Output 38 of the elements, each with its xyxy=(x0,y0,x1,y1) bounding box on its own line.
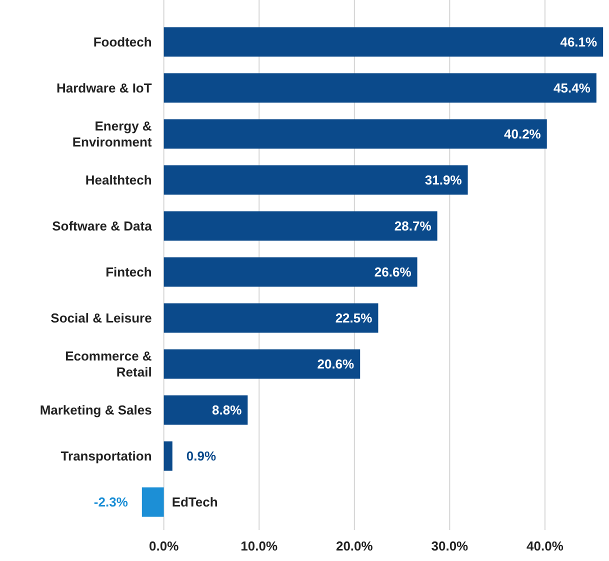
bar xyxy=(164,349,360,379)
bar xyxy=(164,257,418,287)
data-label: 26.6% xyxy=(374,264,412,280)
data-label: 0.9% xyxy=(186,448,216,464)
bar xyxy=(164,165,468,195)
y-tick-label: Fintech xyxy=(106,264,152,280)
bar xyxy=(164,73,596,103)
data-label: 40.2% xyxy=(504,126,542,142)
x-tick-label: 0.0% xyxy=(149,538,180,554)
y-tick-label: Marketing & Sales xyxy=(40,402,152,418)
y-tick-label: Healthtech xyxy=(85,172,152,188)
y-tick-label: Energy & Environment xyxy=(72,118,152,150)
data-label: 8.8% xyxy=(212,402,242,418)
bar xyxy=(164,303,378,333)
y-tick-label: Hardware & IoT xyxy=(56,80,152,96)
x-tick-label: 40.0% xyxy=(526,538,564,554)
bar xyxy=(164,441,172,471)
x-tick-label: 20.0% xyxy=(336,538,374,554)
data-label: 45.4% xyxy=(554,80,591,96)
x-tick-label: 30.0% xyxy=(431,538,469,554)
y-tick-label: Software & Data xyxy=(52,218,153,234)
y-tick-label: Social & Leisure xyxy=(50,310,152,326)
x-tick-label: 10.0% xyxy=(240,538,278,554)
data-label: 31.9% xyxy=(424,172,462,188)
y-tick-label: EdTech xyxy=(172,494,218,510)
bar xyxy=(164,27,604,57)
bar xyxy=(164,211,438,241)
bar xyxy=(164,395,248,425)
bar xyxy=(164,119,547,149)
y-tick-label: Ecommerce & Retail xyxy=(65,348,152,380)
y-tick-label: Foodtech xyxy=(93,34,152,50)
data-label: 22.5% xyxy=(335,310,373,326)
bar xyxy=(142,487,164,517)
data-label: 20.6% xyxy=(317,356,355,372)
data-label: -2.3% xyxy=(94,494,128,510)
data-label: 28.7% xyxy=(394,218,432,234)
data-label: 46.1% xyxy=(560,34,598,50)
y-tick-label: Transportation xyxy=(60,448,152,464)
